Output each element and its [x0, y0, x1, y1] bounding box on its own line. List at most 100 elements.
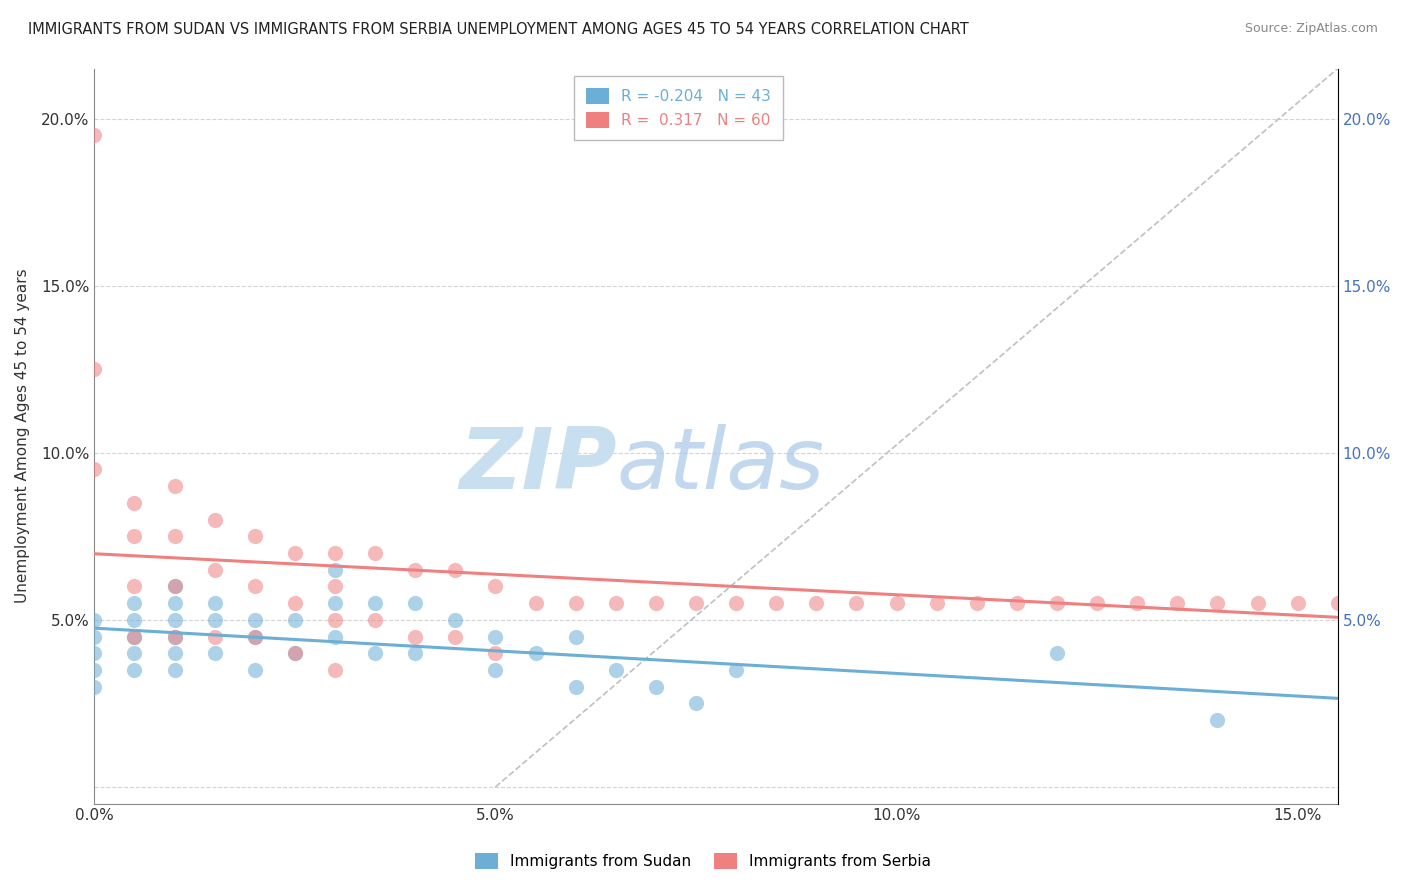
- Point: [524, 646, 547, 660]
- Point: [124, 630, 146, 644]
- Point: [204, 563, 226, 577]
- Point: [124, 579, 146, 593]
- Text: atlas: atlas: [617, 424, 824, 507]
- Legend: R = -0.204   N = 43, R =  0.317   N = 60: R = -0.204 N = 43, R = 0.317 N = 60: [574, 76, 783, 140]
- Point: [83, 680, 105, 694]
- Point: [323, 663, 346, 677]
- Point: [605, 663, 627, 677]
- Point: [204, 630, 226, 644]
- Point: [564, 630, 586, 644]
- Point: [1166, 596, 1188, 610]
- Point: [323, 579, 346, 593]
- Point: [284, 646, 307, 660]
- Point: [806, 596, 828, 610]
- Point: [284, 596, 307, 610]
- Point: [124, 613, 146, 627]
- Point: [644, 680, 666, 694]
- Point: [83, 462, 105, 476]
- Point: [83, 630, 105, 644]
- Point: [364, 613, 387, 627]
- Text: Source: ZipAtlas.com: Source: ZipAtlas.com: [1244, 22, 1378, 36]
- Point: [243, 663, 266, 677]
- Point: [284, 613, 307, 627]
- Point: [163, 579, 186, 593]
- Point: [243, 630, 266, 644]
- Point: [124, 596, 146, 610]
- Point: [163, 579, 186, 593]
- Point: [966, 596, 988, 610]
- Point: [1367, 596, 1389, 610]
- Point: [364, 596, 387, 610]
- Point: [163, 596, 186, 610]
- Point: [1326, 596, 1348, 610]
- Point: [163, 646, 186, 660]
- Point: [484, 663, 506, 677]
- Point: [444, 613, 467, 627]
- Point: [1206, 596, 1229, 610]
- Point: [1246, 596, 1268, 610]
- Point: [484, 579, 506, 593]
- Point: [323, 613, 346, 627]
- Point: [163, 529, 186, 543]
- Point: [204, 646, 226, 660]
- Legend: Immigrants from Sudan, Immigrants from Serbia: Immigrants from Sudan, Immigrants from S…: [468, 847, 938, 875]
- Point: [404, 563, 426, 577]
- Point: [163, 613, 186, 627]
- Point: [83, 362, 105, 376]
- Point: [524, 596, 547, 610]
- Point: [83, 663, 105, 677]
- Point: [83, 128, 105, 143]
- Point: [1286, 596, 1309, 610]
- Point: [364, 546, 387, 560]
- Point: [163, 479, 186, 493]
- Point: [1046, 596, 1069, 610]
- Point: [124, 646, 146, 660]
- Point: [124, 496, 146, 510]
- Point: [323, 630, 346, 644]
- Point: [204, 613, 226, 627]
- Point: [1005, 596, 1028, 610]
- Point: [364, 646, 387, 660]
- Point: [83, 646, 105, 660]
- Point: [605, 596, 627, 610]
- Point: [685, 596, 707, 610]
- Text: ZIP: ZIP: [458, 424, 617, 507]
- Point: [323, 596, 346, 610]
- Point: [404, 646, 426, 660]
- Point: [204, 513, 226, 527]
- Point: [725, 596, 748, 610]
- Point: [484, 646, 506, 660]
- Point: [564, 596, 586, 610]
- Point: [163, 630, 186, 644]
- Point: [564, 680, 586, 694]
- Point: [284, 546, 307, 560]
- Point: [323, 563, 346, 577]
- Point: [685, 697, 707, 711]
- Text: IMMIGRANTS FROM SUDAN VS IMMIGRANTS FROM SERBIA UNEMPLOYMENT AMONG AGES 45 TO 54: IMMIGRANTS FROM SUDAN VS IMMIGRANTS FROM…: [28, 22, 969, 37]
- Point: [1126, 596, 1149, 610]
- Point: [204, 596, 226, 610]
- Point: [1206, 713, 1229, 727]
- Point: [83, 613, 105, 627]
- Point: [243, 529, 266, 543]
- Point: [163, 630, 186, 644]
- Point: [404, 596, 426, 610]
- Point: [765, 596, 787, 610]
- Point: [725, 663, 748, 677]
- Point: [845, 596, 868, 610]
- Point: [243, 630, 266, 644]
- Point: [323, 546, 346, 560]
- Y-axis label: Unemployment Among Ages 45 to 54 years: Unemployment Among Ages 45 to 54 years: [15, 268, 30, 603]
- Point: [124, 630, 146, 644]
- Point: [644, 596, 666, 610]
- Point: [484, 630, 506, 644]
- Point: [444, 563, 467, 577]
- Point: [284, 646, 307, 660]
- Point: [925, 596, 948, 610]
- Point: [886, 596, 908, 610]
- Point: [243, 579, 266, 593]
- Point: [1046, 646, 1069, 660]
- Point: [404, 630, 426, 644]
- Point: [444, 630, 467, 644]
- Point: [1085, 596, 1108, 610]
